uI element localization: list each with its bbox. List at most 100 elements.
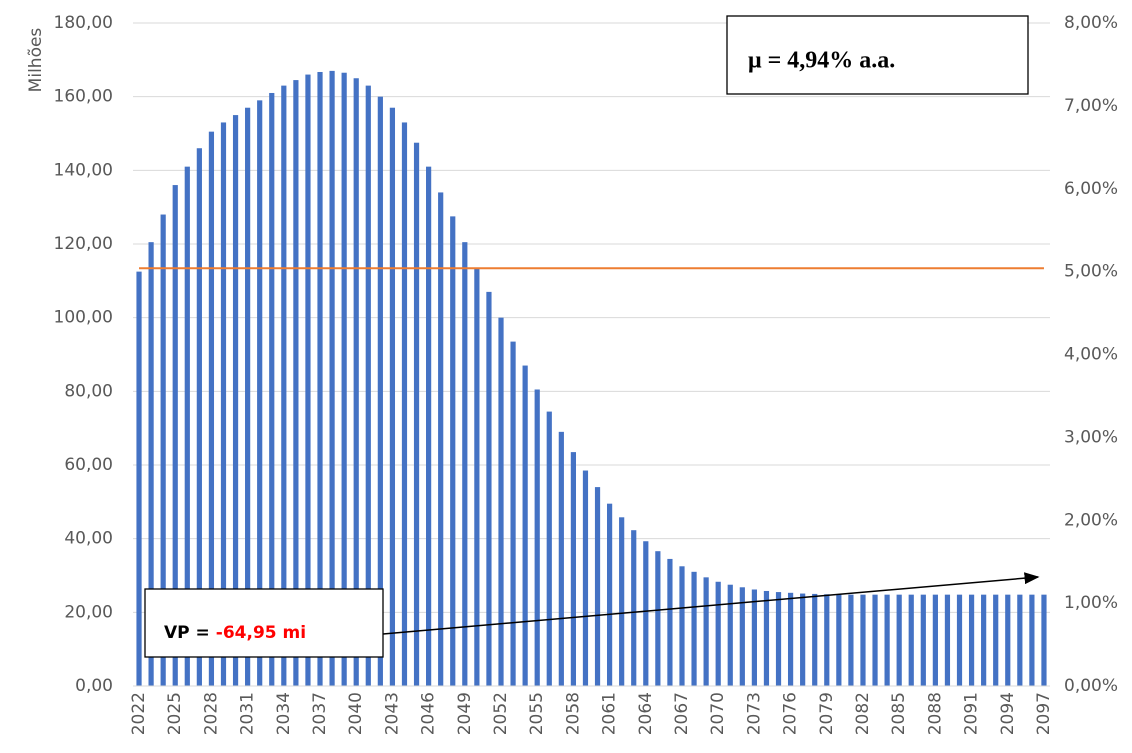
bar bbox=[993, 594, 999, 686]
bar bbox=[389, 107, 396, 686]
x-tick-label: 2058 bbox=[563, 692, 583, 735]
bar bbox=[715, 581, 721, 686]
bar bbox=[667, 558, 673, 686]
bar bbox=[727, 584, 733, 686]
x-tick-label: 2076 bbox=[781, 692, 801, 735]
bar bbox=[232, 115, 239, 687]
bar bbox=[594, 487, 601, 686]
bar bbox=[257, 100, 263, 687]
x-tick-label: 2052 bbox=[491, 692, 511, 735]
bar bbox=[317, 71, 323, 686]
y-tick-label: 120,00 bbox=[54, 234, 113, 254]
x-tick-label: 2067 bbox=[672, 692, 692, 735]
bar bbox=[920, 594, 926, 686]
bar bbox=[860, 594, 866, 686]
bar bbox=[703, 577, 709, 686]
bar bbox=[438, 192, 444, 686]
x-tick-label: 2028 bbox=[201, 692, 221, 735]
annotation-value: -64,95 mi bbox=[216, 623, 306, 643]
x-tick-label: 2091 bbox=[962, 692, 982, 735]
bar bbox=[1005, 594, 1011, 686]
y-tick-label: 60,00 bbox=[64, 455, 113, 475]
annotation-label: VP = bbox=[164, 623, 210, 643]
bar bbox=[136, 271, 142, 686]
bar bbox=[691, 571, 697, 686]
x-tick-label: 2040 bbox=[346, 692, 366, 735]
bar bbox=[606, 503, 613, 686]
y-tick-label: 40,00 bbox=[64, 529, 113, 549]
x-tick-label: 2061 bbox=[600, 692, 620, 735]
bar bbox=[377, 96, 383, 686]
bar bbox=[582, 470, 589, 686]
annotation-box bbox=[144, 588, 384, 658]
bar bbox=[148, 242, 154, 687]
bar bbox=[787, 592, 794, 686]
bar bbox=[679, 566, 685, 686]
bar bbox=[956, 594, 963, 686]
bar bbox=[208, 131, 215, 687]
annotation-box bbox=[726, 15, 1029, 95]
bar bbox=[546, 411, 552, 686]
bar bbox=[631, 530, 637, 686]
x-tick-label: 2094 bbox=[998, 692, 1018, 735]
x-tick-label: 2073 bbox=[744, 692, 764, 735]
bar bbox=[160, 214, 166, 687]
bar bbox=[486, 291, 492, 686]
arrow bbox=[382, 572, 1040, 635]
bar bbox=[655, 551, 661, 686]
bar bbox=[812, 593, 818, 686]
bar bbox=[510, 341, 516, 686]
bar bbox=[824, 594, 830, 686]
bar bbox=[305, 74, 311, 687]
x-tick-label: 2055 bbox=[527, 692, 547, 735]
annotation: VP = -64,95 mi bbox=[164, 623, 306, 643]
bar bbox=[896, 594, 902, 686]
bar bbox=[353, 78, 359, 686]
bar bbox=[341, 72, 347, 687]
bar bbox=[245, 107, 251, 686]
x-tick-label: 2064 bbox=[636, 692, 656, 735]
bar bbox=[281, 85, 287, 686]
x-tick-label: 2097 bbox=[1034, 692, 1054, 735]
bar bbox=[981, 594, 987, 686]
bar bbox=[172, 185, 178, 687]
bar bbox=[450, 216, 456, 686]
bar bbox=[474, 267, 480, 686]
y-tick-label: 0,00 bbox=[75, 676, 113, 696]
bar bbox=[884, 594, 890, 686]
bar bbox=[775, 592, 782, 686]
bar bbox=[522, 365, 528, 686]
x-tick-label: 2049 bbox=[455, 692, 475, 735]
y2-tick-label: 8,00% bbox=[1064, 13, 1118, 33]
y2-tick-label: 0,00% bbox=[1064, 676, 1118, 696]
bar bbox=[872, 594, 878, 686]
bar bbox=[643, 541, 649, 686]
bar bbox=[1029, 594, 1035, 686]
y2-tick-label: 4,00% bbox=[1064, 345, 1118, 365]
bar bbox=[558, 431, 564, 686]
y-axis-label: Milhões bbox=[26, 28, 46, 93]
bar bbox=[932, 594, 938, 686]
x-tick-label: 2022 bbox=[129, 692, 149, 735]
bar bbox=[462, 242, 468, 687]
y-tick-label: 180,00 bbox=[54, 13, 113, 33]
x-tick-label: 2082 bbox=[853, 692, 873, 735]
bar bbox=[800, 593, 806, 686]
bar bbox=[848, 594, 854, 686]
x-tick-label: 2034 bbox=[274, 692, 294, 735]
bar bbox=[413, 142, 420, 687]
bar bbox=[968, 594, 975, 686]
bar bbox=[401, 122, 408, 686]
bar bbox=[908, 594, 914, 686]
bar bbox=[836, 594, 842, 686]
x-tick-label: 2079 bbox=[817, 692, 837, 735]
y-tick-label: 160,00 bbox=[54, 87, 113, 107]
bar bbox=[196, 148, 202, 686]
bar bbox=[184, 166, 190, 686]
bar bbox=[1041, 594, 1047, 686]
x-tick-label: 2088 bbox=[925, 692, 945, 735]
bar bbox=[220, 122, 227, 686]
y-tick-label: 80,00 bbox=[64, 381, 113, 401]
x-tick-label: 2070 bbox=[708, 692, 728, 735]
y2-tick-label: 2,00% bbox=[1064, 510, 1118, 530]
